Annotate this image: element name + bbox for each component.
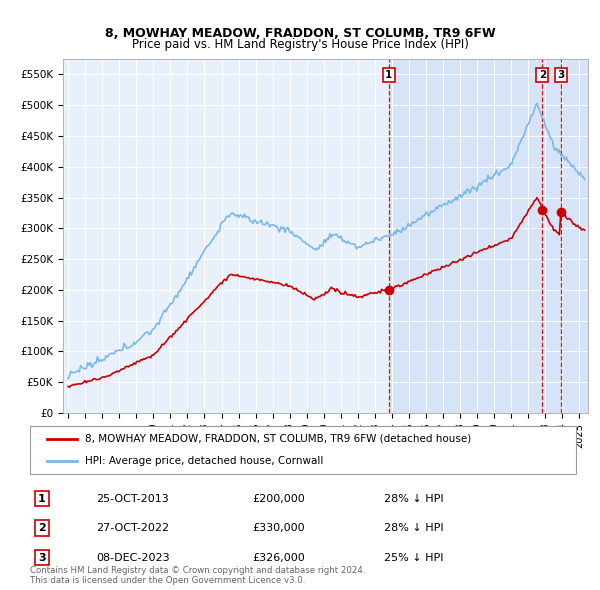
Text: 2: 2 (38, 523, 46, 533)
FancyBboxPatch shape (30, 426, 577, 474)
Text: 25% ↓ HPI: 25% ↓ HPI (384, 553, 443, 562)
Text: 28% ↓ HPI: 28% ↓ HPI (384, 523, 443, 533)
Bar (389, 59, 600, 413)
Text: £330,000: £330,000 (252, 523, 305, 533)
Text: 8, MOWHAY MEADOW, FRADDON, ST COLUMB, TR9 6FW (detached house): 8, MOWHAY MEADOW, FRADDON, ST COLUMB, TR… (85, 434, 472, 444)
Text: 3: 3 (38, 553, 46, 562)
Text: 2: 2 (539, 70, 546, 80)
Text: 8, MOWHAY MEADOW, FRADDON, ST COLUMB, TR9 6FW: 8, MOWHAY MEADOW, FRADDON, ST COLUMB, TR… (104, 27, 496, 40)
Text: 1: 1 (385, 70, 392, 80)
Text: Contains HM Land Registry data © Crown copyright and database right 2024.
This d: Contains HM Land Registry data © Crown c… (30, 566, 365, 585)
Text: Price paid vs. HM Land Registry's House Price Index (HPI): Price paid vs. HM Land Registry's House … (131, 38, 469, 51)
Text: HPI: Average price, detached house, Cornwall: HPI: Average price, detached house, Corn… (85, 456, 323, 466)
Text: 1: 1 (38, 494, 46, 503)
Text: £200,000: £200,000 (252, 494, 305, 503)
Text: 3: 3 (557, 70, 565, 80)
Text: £326,000: £326,000 (252, 553, 305, 562)
Text: 08-DEC-2023: 08-DEC-2023 (96, 553, 170, 562)
Text: 28% ↓ HPI: 28% ↓ HPI (384, 494, 443, 503)
Text: 25-OCT-2013: 25-OCT-2013 (96, 494, 169, 503)
Text: 27-OCT-2022: 27-OCT-2022 (96, 523, 169, 533)
